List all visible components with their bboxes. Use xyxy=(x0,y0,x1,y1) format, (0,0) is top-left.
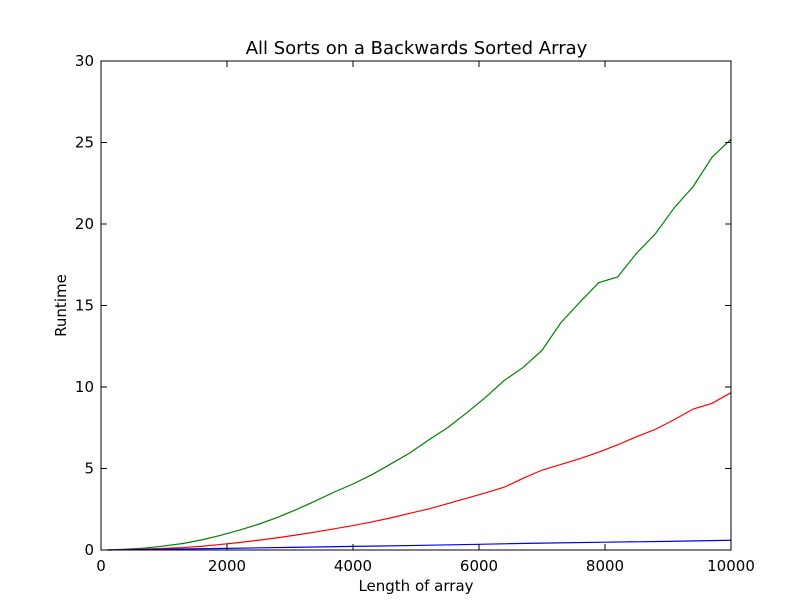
y-tick-label: 5 xyxy=(84,460,94,478)
y-tick-label: 30 xyxy=(75,52,94,70)
x-tick-label: 0 xyxy=(96,557,106,575)
x-tick-label: 2000 xyxy=(208,557,246,575)
series-layer xyxy=(107,138,732,551)
x-tick-label: 10000 xyxy=(707,557,755,575)
x-tick-label: 8000 xyxy=(586,557,624,575)
series-line-1 xyxy=(107,138,732,551)
y-axis-title: Runtime xyxy=(52,274,70,337)
x-axis-title: Length of array xyxy=(358,577,473,595)
series-line-2 xyxy=(107,392,732,551)
x-tick-label: 4000 xyxy=(334,557,372,575)
chart-title: All Sorts on a Backwards Sorted Array xyxy=(246,38,588,59)
y-tick-label: 0 xyxy=(84,541,94,559)
y-tick-label: 20 xyxy=(75,215,94,233)
series-line-3 xyxy=(107,539,732,551)
x-tick-label: 6000 xyxy=(460,557,498,575)
y-tick-label: 15 xyxy=(75,297,94,315)
y-tick-label: 25 xyxy=(75,134,94,152)
plot-frame xyxy=(100,60,732,551)
ticks-layer: 0 2000 4000 6000 8000 10000 0 5 10 15 20 25 30 xyxy=(75,52,755,575)
y-tick-label: 10 xyxy=(75,378,94,396)
